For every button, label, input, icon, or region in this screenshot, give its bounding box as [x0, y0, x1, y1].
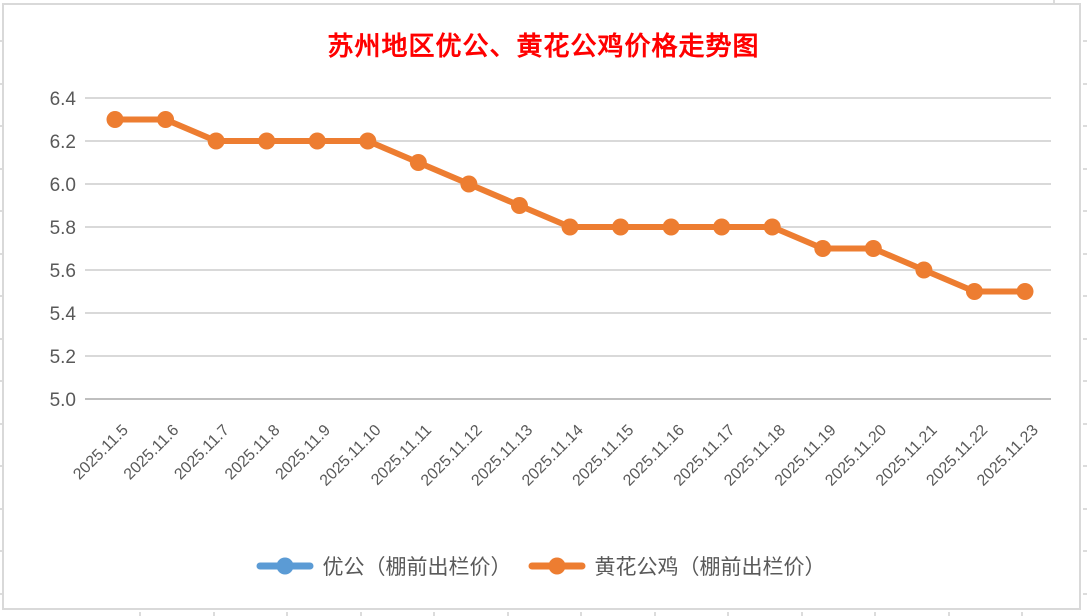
y-axis-tick-label: 6.0	[50, 175, 76, 196]
data-point-marker[interactable]	[308, 132, 326, 150]
legend-label: 优公（棚前出栏价）	[322, 555, 512, 579]
data-point-marker[interactable]	[157, 111, 175, 128]
legend-line-marker-icon	[528, 557, 585, 575]
spreadsheet-gridline	[0, 380, 2, 382]
spreadsheet-gridline	[1083, 40, 1087, 42]
spreadsheet-gridline	[0, 40, 2, 42]
spreadsheet-gridline	[433, 612, 435, 616]
spreadsheet-gridline	[1083, 507, 1087, 510]
spreadsheet-gridline	[1083, 465, 1087, 467]
y-axis-tick-label: 5.2	[50, 347, 76, 368]
spreadsheet-gridline	[0, 337, 2, 340]
y-axis-tick-label: 6.2	[50, 132, 76, 153]
chart-legend: 优公（棚前出栏价） 黄花公鸡（棚前出栏价）	[0, 551, 1081, 581]
data-point-marker[interactable]	[763, 218, 781, 236]
spreadsheet-gridline	[506, 612, 509, 616]
spreadsheet-gridline	[0, 252, 2, 255]
spreadsheet-gridline	[727, 612, 729, 616]
y-axis-tick-label: 5.4	[50, 304, 77, 325]
data-point-marker[interactable]	[207, 132, 225, 150]
spreadsheet-gridline	[0, 295, 2, 297]
data-point-marker[interactable]	[713, 218, 731, 236]
spreadsheet-gridline	[0, 592, 2, 595]
spreadsheet-gridline	[1083, 550, 1087, 552]
y-axis-tick-label: 5.0	[50, 390, 76, 411]
spreadsheet-gridline	[653, 612, 656, 616]
spreadsheet-gridline	[1083, 295, 1087, 297]
spreadsheet-gridline	[1053, 0, 1055, 3]
legend-item[interactable]: 黄花公鸡（棚前出栏价）	[528, 551, 826, 581]
spreadsheet-gridline	[0, 465, 2, 467]
spreadsheet-gridline	[1083, 82, 1087, 85]
spreadsheet-gridline	[0, 167, 2, 170]
spreadsheet-gridline	[0, 210, 2, 212]
spreadsheet-gridline	[1083, 125, 1087, 127]
spreadsheet-gridline	[0, 125, 2, 127]
spreadsheet-gridline	[1083, 380, 1087, 382]
data-point-marker[interactable]	[965, 283, 983, 300]
spreadsheet-gridline	[1083, 422, 1087, 425]
series-line	[112, 116, 1028, 295]
data-point-marker[interactable]	[561, 218, 579, 236]
spreadsheet-gridline	[139, 612, 141, 616]
spreadsheet-gridline	[1083, 252, 1087, 255]
spreadsheet-gridline	[800, 612, 803, 616]
spreadsheet-gridline	[0, 422, 2, 425]
spreadsheet-gridline	[0, 82, 2, 85]
spreadsheet-gridline	[1083, 592, 1087, 595]
spreadsheet-gridline	[359, 612, 362, 616]
spreadsheet-gridline	[286, 612, 288, 616]
spreadsheet-gridline	[0, 507, 2, 510]
data-point-marker[interactable]	[409, 154, 427, 171]
data-point-marker[interactable]	[258, 132, 276, 150]
y-axis-tick-label: 5.8	[50, 218, 76, 239]
spreadsheet-gridline	[1083, 167, 1087, 170]
legend-line-marker-icon	[256, 557, 313, 575]
data-point-marker[interactable]	[460, 175, 478, 193]
legend-label: 黄花公鸡（棚前出栏价）	[594, 555, 826, 579]
spreadsheet-gridline	[1083, 337, 1087, 340]
data-point-marker[interactable]	[1016, 283, 1034, 300]
y-axis-tick-label: 5.6	[50, 261, 76, 282]
y-axis-tick-label: 6.4	[50, 89, 77, 110]
spreadsheet-gridline	[212, 612, 215, 616]
spreadsheet-gridline	[580, 612, 582, 616]
spreadsheet-gridline	[1021, 612, 1023, 616]
data-point-marker[interactable]	[106, 111, 124, 128]
data-point-marker[interactable]	[864, 240, 882, 257]
data-point-marker[interactable]	[359, 132, 377, 150]
spreadsheet-gridline	[947, 612, 950, 616]
spreadsheet-gridline	[1083, 210, 1087, 212]
data-point-marker[interactable]	[915, 261, 933, 279]
data-point-marker[interactable]	[814, 240, 832, 257]
spreadsheet-gridline	[874, 612, 876, 616]
chart-container[interactable]	[2, 3, 1081, 610]
spreadsheet-gridline	[0, 550, 2, 552]
legend-item[interactable]: 优公（棚前出栏价）	[256, 551, 512, 581]
data-point-marker[interactable]	[510, 197, 528, 214]
chart-title: 苏州地区优公、黄花公鸡价格走势图	[327, 32, 760, 62]
data-point-marker[interactable]	[662, 218, 680, 236]
data-point-marker[interactable]	[612, 218, 630, 236]
